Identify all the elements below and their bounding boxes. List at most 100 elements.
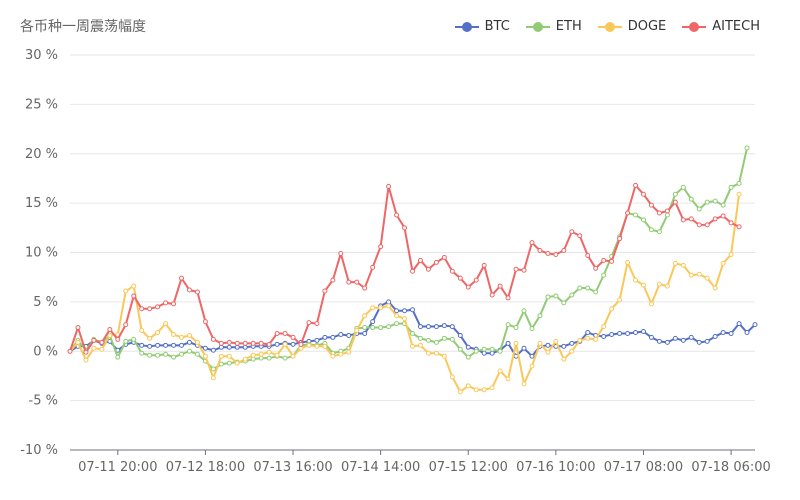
- data-point-btc: [163, 342, 169, 348]
- data-point-btc: [202, 345, 208, 351]
- data-point-doge: [569, 348, 575, 354]
- data-point-doge: [553, 338, 559, 344]
- data-point-eth: [696, 206, 702, 212]
- data-point-aitech: [609, 258, 615, 264]
- data-point-btc: [569, 340, 575, 346]
- data-point-btc: [489, 350, 495, 356]
- data-point-doge: [338, 351, 344, 357]
- data-point-btc: [386, 299, 392, 305]
- x-tick-label: 07-18 06:00: [691, 460, 770, 475]
- data-point-eth: [601, 272, 607, 278]
- data-point-aitech: [633, 182, 639, 188]
- data-point-btc: [736, 321, 742, 327]
- data-point-aitech: [402, 225, 408, 231]
- data-point-doge: [194, 339, 200, 345]
- data-point-doge: [640, 282, 646, 288]
- data-point-doge: [449, 374, 455, 380]
- data-point-doge: [139, 328, 145, 334]
- data-point-eth: [186, 348, 192, 354]
- data-point-eth: [163, 351, 169, 357]
- data-point-eth: [720, 202, 726, 208]
- data-point-aitech: [258, 340, 264, 346]
- series-line-aitech: [69, 184, 740, 354]
- y-tick-label: 0 %: [33, 344, 58, 359]
- data-point-btc: [274, 341, 280, 347]
- data-point-aitech: [290, 334, 296, 340]
- data-point-aitech: [139, 306, 145, 312]
- data-point-eth: [266, 355, 272, 361]
- data-point-doge: [593, 336, 599, 342]
- data-point-btc: [139, 342, 145, 348]
- data-point-eth: [664, 212, 670, 218]
- data-point-doge: [155, 329, 161, 335]
- data-point-aitech: [410, 268, 415, 274]
- y-tick-label: 25 %: [25, 97, 58, 112]
- data-point-aitech: [218, 340, 224, 346]
- data-point-aitech: [513, 266, 519, 272]
- data-point-aitech: [194, 289, 200, 295]
- data-point-btc: [609, 331, 615, 337]
- x-tick-label: 07-17 08:00: [604, 460, 683, 475]
- data-point-btc: [704, 338, 710, 344]
- data-point-aitech: [163, 300, 169, 306]
- legend-item-doge[interactable]: DOGE: [597, 19, 666, 34]
- data-point-aitech: [433, 259, 439, 265]
- data-point-eth: [171, 354, 177, 360]
- x-tick-label: 07-11 20:00: [78, 460, 157, 475]
- data-point-aitech: [91, 337, 97, 343]
- data-point-eth: [417, 335, 423, 341]
- data-point-btc: [242, 344, 248, 350]
- data-point-aitech: [696, 222, 702, 228]
- data-point-btc: [314, 337, 320, 343]
- data-point-doge: [322, 343, 328, 349]
- data-point-aitech: [115, 336, 121, 342]
- data-point-doge: [394, 313, 400, 319]
- data-point-btc: [330, 334, 336, 340]
- data-point-aitech: [179, 275, 185, 281]
- data-point-eth: [585, 285, 591, 291]
- data-point-aitech: [386, 183, 392, 189]
- data-point-doge: [386, 303, 392, 309]
- data-point-doge: [186, 332, 192, 338]
- data-point-aitech: [75, 325, 81, 331]
- data-point-doge: [577, 337, 583, 343]
- data-point-doge: [242, 356, 248, 362]
- data-point-aitech: [242, 340, 248, 346]
- data-point-doge: [330, 353, 336, 359]
- data-point-eth: [457, 346, 463, 352]
- data-point-doge: [306, 342, 312, 348]
- data-point-doge: [656, 281, 662, 287]
- data-point-aitech: [712, 216, 718, 222]
- data-point-eth: [537, 313, 543, 319]
- data-point-btc: [481, 350, 487, 356]
- data-point-aitech: [640, 191, 646, 197]
- data-point-btc: [394, 308, 400, 314]
- legend-item-btc[interactable]: BTC: [454, 19, 510, 34]
- y-tick-label: 10 %: [25, 246, 58, 261]
- data-point-doge: [720, 260, 726, 266]
- data-point-eth: [139, 350, 145, 356]
- legend-item-eth[interactable]: ETH: [525, 19, 582, 34]
- data-point-aitech: [147, 306, 153, 312]
- data-point-doge: [680, 262, 686, 268]
- data-point-eth: [394, 321, 400, 327]
- data-point-eth: [561, 300, 567, 306]
- data-point-aitech: [338, 250, 344, 256]
- data-point-eth: [449, 336, 455, 342]
- data-point-eth: [688, 196, 694, 202]
- data-point-btc: [465, 344, 471, 350]
- data-point-eth: [569, 292, 575, 298]
- legend-swatch-btc: [454, 21, 479, 32]
- data-point-btc: [625, 330, 631, 336]
- data-point-doge: [147, 335, 153, 341]
- data-point-doge: [736, 191, 742, 197]
- data-point-eth: [210, 366, 216, 372]
- data-point-doge: [274, 352, 280, 358]
- data-point-eth: [123, 338, 129, 344]
- y-tick-label: -10 %: [20, 443, 58, 458]
- data-point-aitech: [210, 336, 216, 342]
- legend-item-aitech[interactable]: AITECH: [682, 19, 760, 34]
- data-point-btc: [179, 342, 185, 348]
